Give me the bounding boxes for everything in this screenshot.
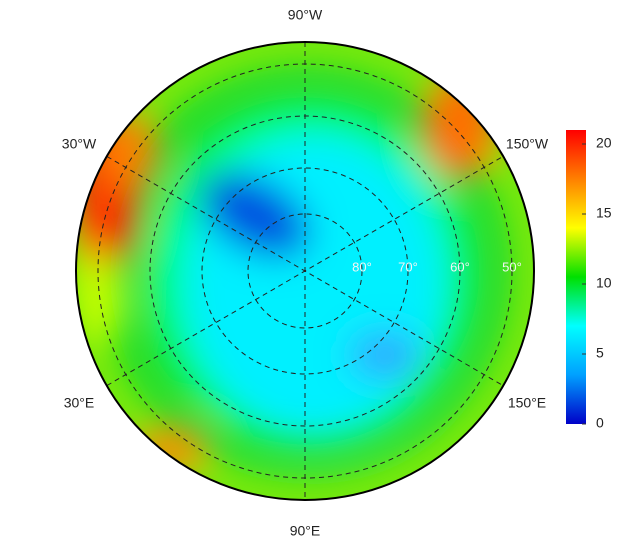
latitude-label: 80°	[352, 259, 372, 274]
latitude-label: 50°	[502, 259, 522, 274]
longitude-label: 30°W	[62, 136, 97, 152]
longitude-label: 150°E	[508, 395, 546, 411]
colorbar-tick-label: 15	[596, 205, 612, 221]
latitude-label: 60°	[450, 259, 470, 274]
colorbar-tick-label: 10	[596, 275, 612, 291]
colorbar-tick-label: 20	[596, 135, 612, 151]
longitude-label: 30°E	[64, 395, 95, 411]
graticule	[97, 42, 513, 500]
longitude-label: 150°W	[506, 136, 549, 152]
colorbar-tick-label: 5	[596, 345, 604, 361]
latitude-label: 70°	[398, 259, 418, 274]
longitude-label: 90°W	[288, 7, 323, 23]
longitude-label: 90°E	[290, 523, 321, 539]
colorbar	[566, 130, 586, 424]
colorbar-tick-label: 0	[596, 415, 604, 431]
map-border	[75, 41, 535, 501]
